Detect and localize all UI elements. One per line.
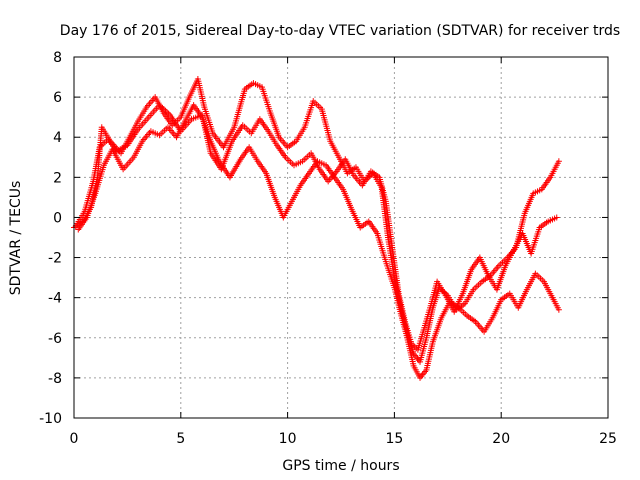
y-tick-label: -10 <box>39 411 62 427</box>
x-tick-label: 0 <box>70 431 79 447</box>
data-point-marker <box>553 214 560 221</box>
y-tick-label: -8 <box>48 371 62 387</box>
x-tick-label: 25 <box>599 431 617 447</box>
x-tick-label: 20 <box>492 431 510 447</box>
y-tick-label: -6 <box>48 331 62 347</box>
series-track-b <box>75 102 562 381</box>
x-tick-label: 5 <box>176 431 185 447</box>
y-tick-label: 8 <box>53 50 62 66</box>
y-tick-label: 4 <box>53 130 62 146</box>
data-point-marker <box>555 306 562 313</box>
data-points <box>71 76 562 381</box>
x-tick-label: 15 <box>385 431 403 447</box>
y-tick-label: 6 <box>53 90 62 106</box>
y-axis-label: SDTVAR / TECUs <box>8 181 24 296</box>
data-point-marker <box>555 158 562 165</box>
y-tick-label: -2 <box>48 251 62 267</box>
y-tick-label: 0 <box>53 210 62 226</box>
grid <box>74 57 608 418</box>
y-tick-label: -4 <box>48 291 62 307</box>
plot-frame <box>73 56 609 419</box>
chart-title: Day 176 of 2015, Sidereal Day-to-day VTE… <box>60 23 620 39</box>
series-track-c <box>73 102 560 353</box>
axis-ticks: 0 5 10 15 20 25 -10 -8 -6 -4 -2 0 2 4 6 8 <box>39 50 617 447</box>
y-tick-label: 2 <box>53 170 62 186</box>
x-axis-label: GPS time / hours <box>282 458 399 474</box>
x-tick-label: 10 <box>279 431 297 447</box>
